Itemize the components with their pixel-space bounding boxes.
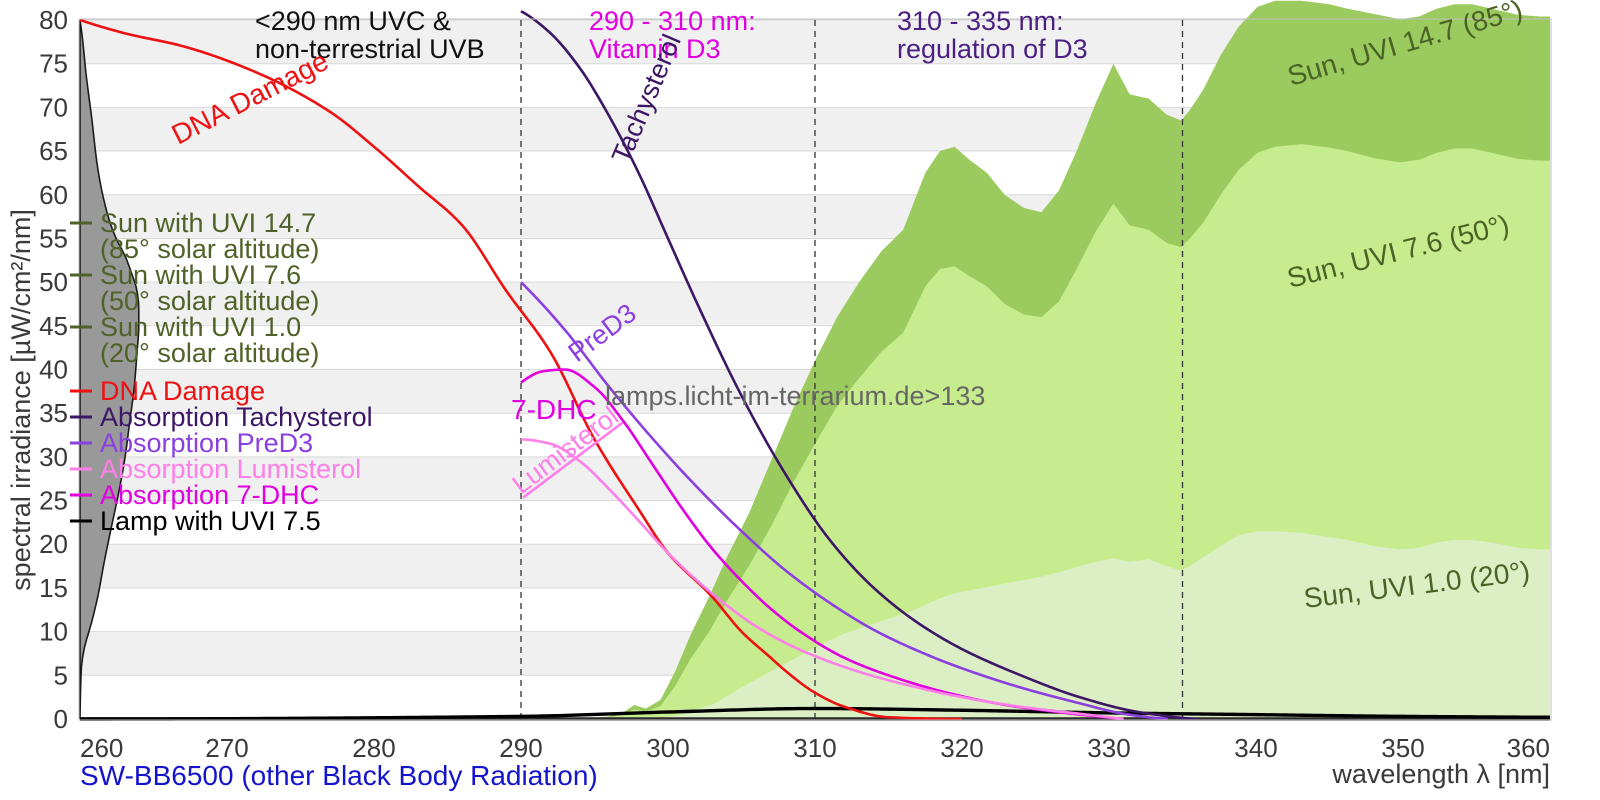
svg-text:310 - 335 nm:: 310 - 335 nm: (897, 6, 1064, 36)
svg-text:0: 0 (54, 704, 68, 734)
svg-text:70: 70 (39, 92, 68, 122)
svg-text:340: 340 (1234, 733, 1277, 763)
svg-text:lamps.licht-im-terrarium.de>13: lamps.licht-im-terrarium.de>133 (605, 381, 985, 411)
svg-text:<290 nm UVC &: <290 nm UVC & (255, 6, 451, 36)
svg-text:25: 25 (39, 486, 68, 516)
svg-text:spectral irradiance [µW/cm²/nm: spectral irradiance [µW/cm²/nm] (6, 209, 36, 591)
svg-text:55: 55 (39, 223, 68, 253)
svg-text:310: 310 (793, 733, 836, 763)
svg-text:30: 30 (39, 442, 68, 472)
svg-text:80: 80 (39, 5, 68, 35)
svg-text:60: 60 (39, 180, 68, 210)
svg-text:SW-BB6500 (other Black Body Ra: SW-BB6500 (other Black Body Radiation) (80, 760, 598, 791)
svg-text:50: 50 (39, 267, 68, 297)
svg-text:(20° solar altitude): (20° solar altitude) (100, 338, 319, 368)
svg-text:65: 65 (39, 136, 68, 166)
svg-text:15: 15 (39, 573, 68, 603)
svg-text:260: 260 (80, 733, 123, 763)
svg-text:280: 280 (352, 733, 395, 763)
svg-text:Lamp with UVI 7.5: Lamp with UVI 7.5 (100, 506, 321, 536)
svg-text:45: 45 (39, 311, 68, 341)
svg-text:270: 270 (205, 733, 248, 763)
svg-text:300: 300 (646, 733, 689, 763)
svg-text:330: 330 (1087, 733, 1130, 763)
svg-text:20: 20 (39, 529, 68, 559)
svg-text:75: 75 (39, 49, 68, 79)
svg-text:wavelength λ [nm]: wavelength λ [nm] (1331, 759, 1550, 789)
svg-text:320: 320 (940, 733, 983, 763)
svg-text:290: 290 (499, 733, 542, 763)
svg-text:290 - 310 nm:: 290 - 310 nm: (589, 6, 756, 36)
svg-text:35: 35 (39, 398, 68, 428)
svg-text:10: 10 (39, 617, 68, 647)
svg-text:regulation of D3: regulation of D3 (897, 34, 1088, 64)
svg-text:5: 5 (54, 660, 68, 690)
svg-text:40: 40 (39, 355, 68, 385)
